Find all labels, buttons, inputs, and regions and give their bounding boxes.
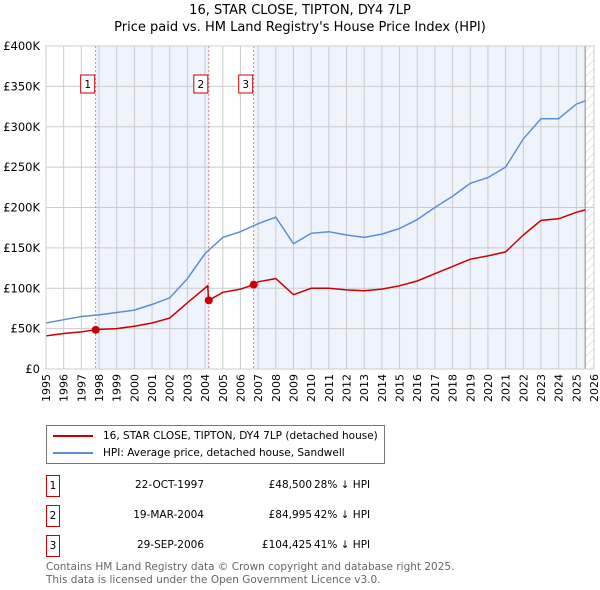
x-tick-label: 1995 bbox=[40, 374, 53, 402]
sale-marker-label: 1 bbox=[84, 79, 91, 91]
x-tick-label: 2005 bbox=[217, 374, 230, 402]
y-tick-label: £400K bbox=[3, 39, 40, 53]
plot-area: 1995 1996 1997 1998 1999 2000 2001 2002 2003 2004… bbox=[3, 39, 600, 402]
x-tick-label: 2023 bbox=[535, 374, 548, 402]
legend-swatch-blue bbox=[53, 452, 93, 454]
series-line bbox=[45, 100, 586, 324]
x-tick-label: 2011 bbox=[323, 374, 336, 402]
sale-marker-box bbox=[193, 74, 209, 94]
footer-licence: This data is licensed under the Open Gov… bbox=[46, 574, 381, 586]
x-tick-label: 2008 bbox=[270, 374, 283, 402]
sale-price: £48,500 bbox=[268, 479, 312, 491]
sale-date: 29-SEP-2006 bbox=[136, 539, 204, 551]
chart-subtitle: Price paid vs. HM Land Registry's House … bbox=[114, 20, 486, 35]
x-tick-label: 2016 bbox=[411, 374, 424, 402]
y-tick-label: £100K bbox=[3, 281, 40, 295]
x-tick-label: 2009 bbox=[287, 374, 300, 402]
x-tick-label: 2020 bbox=[482, 374, 495, 402]
sale-row: 1 22-OCT-1997 £48,500 28% ↓ HPI bbox=[46, 475, 600, 497]
sale-row: 3 29-SEP-2006 £104,425 41% ↓ HPI bbox=[46, 535, 600, 557]
sale-hpi-diff: 41% ↓ HPI bbox=[314, 539, 371, 551]
series-line bbox=[45, 209, 586, 337]
sale-marker-label: 3 bbox=[242, 79, 249, 91]
x-tick-label: 2006 bbox=[234, 374, 247, 402]
y-tick-label: £150K bbox=[3, 241, 40, 255]
sale-price: £84,995 bbox=[268, 509, 312, 521]
y-tick-label: £350K bbox=[3, 79, 40, 93]
sale-point bbox=[204, 296, 213, 305]
x-tick-label: 2024 bbox=[553, 374, 566, 402]
x-tick-label: 2012 bbox=[341, 374, 354, 402]
x-tick-label: 2003 bbox=[181, 374, 194, 402]
x-tick-label: 2018 bbox=[447, 374, 460, 402]
plot-border bbox=[45, 45, 595, 370]
sale-marker-label: 2 bbox=[197, 79, 204, 91]
sale-hpi-diff: 42% ↓ HPI bbox=[314, 509, 371, 521]
sale-marker-label: 2 bbox=[46, 505, 60, 527]
x-tick-label: 1999 bbox=[111, 374, 124, 402]
legend: 16, STAR CLOSE, TIPTON, DY4 7LP (detache… bbox=[46, 425, 385, 464]
legend-item-hpi: HPI: Average price, detached house, Sand… bbox=[53, 446, 345, 460]
sale-marker-box bbox=[238, 74, 254, 94]
legend-label: 16, STAR CLOSE, TIPTON, DY4 7LP (detache… bbox=[103, 430, 378, 442]
footer: Contains HM Land Registry data © Crown c… bbox=[46, 561, 454, 587]
legend-item-price-paid: 16, STAR CLOSE, TIPTON, DY4 7LP (detache… bbox=[53, 429, 378, 443]
x-tick-label: 2025 bbox=[570, 374, 583, 402]
sale-marker-box bbox=[80, 74, 96, 94]
x-tick-label: 1996 bbox=[58, 374, 71, 402]
x-tick-label: 1997 bbox=[75, 374, 88, 402]
chart-title: 16, STAR CLOSE, TIPTON, DY4 7LP bbox=[189, 3, 411, 18]
footer-copyright: Contains HM Land Registry data © Crown c… bbox=[46, 561, 455, 573]
sale-date: 19-MAR-2004 bbox=[133, 509, 204, 521]
x-tick-label: 2017 bbox=[429, 374, 442, 402]
y-tick-label: £50K bbox=[11, 322, 41, 336]
sale-point bbox=[91, 325, 100, 334]
x-tick-label: 2013 bbox=[358, 374, 371, 402]
x-tick-label: 2000 bbox=[128, 374, 141, 402]
x-tick-label: 2010 bbox=[305, 374, 318, 402]
sale-marker-label: 1 bbox=[46, 475, 60, 497]
x-tick-label: 2002 bbox=[164, 374, 177, 402]
y-tick-label: £250K bbox=[3, 160, 40, 174]
x-tick-label: 2014 bbox=[376, 374, 389, 402]
x-tick-label: 2026 bbox=[588, 374, 600, 402]
sale-row: 2 19-MAR-2004 £84,995 42% ↓ HPI bbox=[46, 505, 600, 527]
legend-swatch-red bbox=[53, 435, 93, 437]
x-tick-label: 2021 bbox=[500, 374, 513, 402]
sale-date: 22-OCT-1997 bbox=[135, 479, 204, 491]
y-tick-label: £300K bbox=[3, 120, 40, 134]
y-tick-label: £0 bbox=[25, 362, 40, 376]
sale-hpi-diff: 28% ↓ HPI bbox=[314, 479, 371, 491]
x-tick-label: 2022 bbox=[517, 374, 530, 402]
sale-marker-label: 3 bbox=[46, 535, 60, 557]
x-tick-label: 2001 bbox=[146, 374, 159, 402]
sale-price: £104,425 bbox=[261, 539, 312, 551]
x-tick-label: 2019 bbox=[464, 374, 477, 402]
x-tick-label: 2004 bbox=[199, 374, 212, 402]
x-tick-label: 2007 bbox=[252, 374, 265, 402]
sale-point bbox=[249, 280, 258, 289]
y-tick-label: £200K bbox=[3, 201, 40, 215]
x-tick-label: 1998 bbox=[93, 374, 106, 402]
legend-label: HPI: Average price, detached house, Sand… bbox=[103, 447, 345, 459]
x-tick-label: 2015 bbox=[394, 374, 407, 402]
